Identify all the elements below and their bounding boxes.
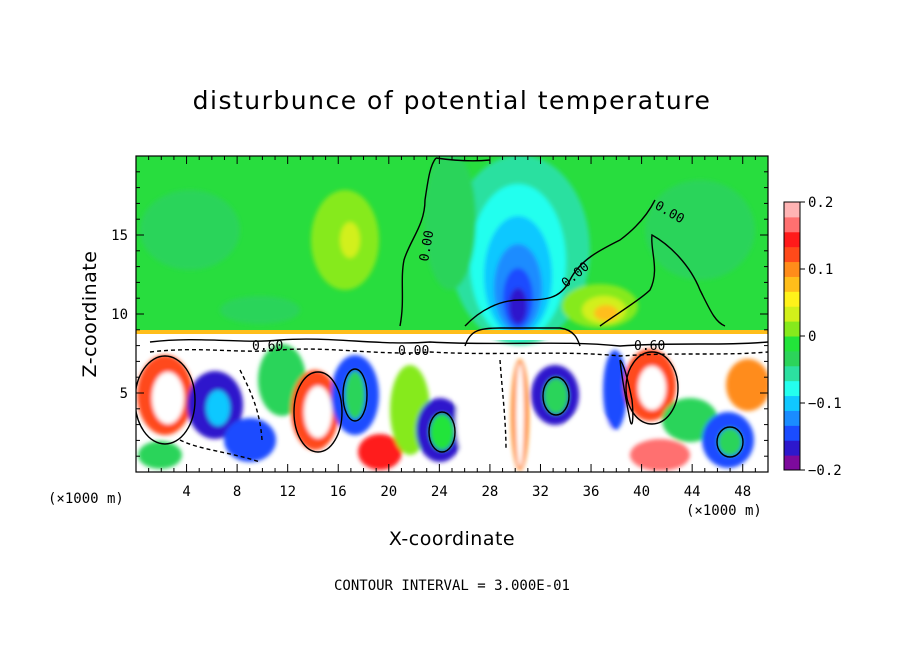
y-tick-label: 10 [111,307,128,323]
x-axis: 4 8 12 16 20 24 28 32 36 40 44 48 [148,156,756,500]
x-tick-label: 28 [481,484,498,500]
colorbar-swatch [784,365,800,382]
upper-anomalies [140,156,755,345]
contour-label: 0.00 [398,344,429,359]
x-unit-label-left: (×1000 m) [48,491,124,507]
contour-line [619,359,634,425]
colorbar-swatch [784,261,800,277]
colorbar-swatch [784,202,800,218]
colorbar-tick-label: 0.1 [808,262,833,278]
x-tick-label: 24 [431,484,448,500]
colorbar: −0.2 −0.1 0 0.1 0.2 [783,195,842,479]
x-tick-label: 36 [583,484,600,500]
colorbar-tick-label: 0.2 [808,195,833,211]
x-unit-label-right: (×1000 m) [686,503,762,519]
colorbar-tick-label: −0.2 [808,463,842,479]
contour-line [342,368,368,422]
x-tick-label: 40 [633,484,650,500]
x-tick-label: 44 [684,484,701,500]
contour-line [149,338,768,347]
contour-label: 0.60 [252,339,283,354]
colorbar-swatch [784,455,800,471]
contour-line [625,351,679,425]
contour-line [542,376,570,416]
colorbar-tick-label: 0 [808,329,816,345]
x-tick-label: 12 [279,484,296,500]
contour-line [464,199,656,327]
x-tick-label: 16 [330,484,347,500]
contour-line [149,348,768,357]
x-tick-label: 32 [532,484,549,500]
colorbar-swatch [784,380,800,397]
x-tick-label: 4 [182,484,190,500]
colorbar-swatch [784,440,800,456]
contour-line [499,359,507,451]
interface-band-white [136,334,768,340]
interface-band-warm [136,330,768,334]
colorbar-swatch [784,276,800,292]
x-tick-label: 48 [734,484,751,500]
heatmap-field: 0.00 0.00 0.00 0.60 0.00 0.60 [136,156,768,472]
contour-line [599,233,726,327]
colorbar-swatch [784,350,800,367]
y-tick-label: 15 [111,228,128,244]
y-tick-label: 5 [120,386,128,402]
colorbar-tick-label: −0.1 [808,396,842,412]
contour-line [399,157,437,327]
lower-turbulence [137,344,768,471]
contour-interval-note: CONTOUR INTERVAL = 3.000E-01 [333,578,570,594]
contour-line [716,426,744,458]
colorbar-swatch [784,425,800,441]
x-tick-label: 8 [233,484,241,500]
colorbar-swatch [784,306,800,322]
colorbar-swatch [784,291,800,307]
colorbar-swatch [784,216,800,233]
contour-label: 0.60 [634,339,665,354]
contour-line [428,411,456,453]
contour-line [179,439,261,463]
chart-title: disturbunce of potential temperature [192,86,712,115]
contour-line [464,327,581,347]
colorbar-swatch [784,231,800,248]
contour-line [136,355,196,445]
x-axis-label: X-coordinate [388,528,516,550]
colorbar-swatch [784,246,800,263]
colorbar-swatch [784,395,800,411]
contour-label: 0.00 [417,229,437,262]
y-axis-label: Z-coordinate [79,250,101,378]
contour-line [239,369,263,441]
contour-line [293,371,343,453]
colorbar-swatch [784,336,800,352]
colorbar-swatch [784,321,800,337]
colorbar-swatch [784,410,800,426]
x-tick-label: 20 [380,484,397,500]
y-axis: 5 10 15 [111,171,768,457]
